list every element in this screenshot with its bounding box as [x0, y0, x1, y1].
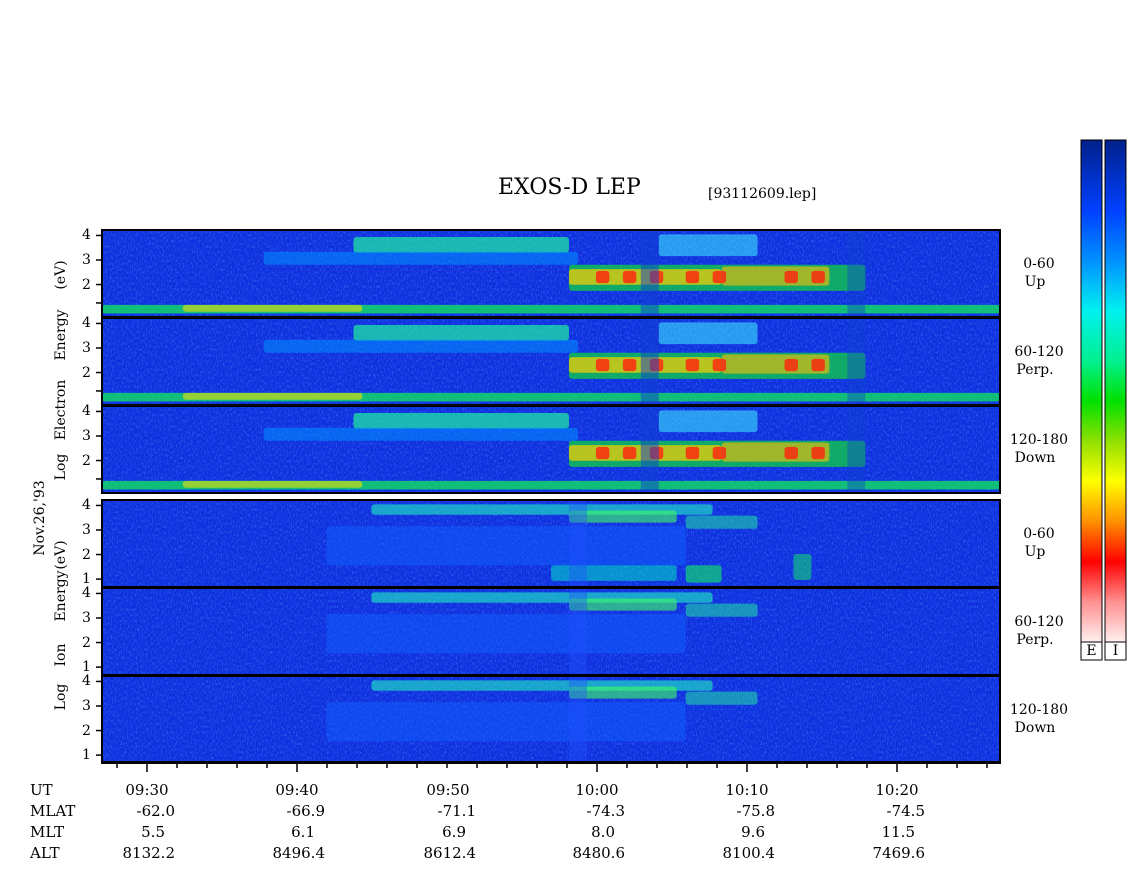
- y-tick-label: 3: [82, 698, 91, 714]
- y-tick-label: 4: [82, 403, 91, 420]
- panel-pitch-label: 120-180: [1009, 431, 1069, 448]
- panel-pitch-label: 0-60: [1023, 255, 1055, 272]
- ephemeris-alt-value: 7469.6: [872, 844, 926, 862]
- ephemeris-alt-value: 8496.4: [272, 844, 326, 862]
- panel-electron-1: [101, 229, 1001, 318]
- x-tick-label: 09:30: [125, 781, 169, 799]
- ephemeris-mlat-value: -66.9: [286, 802, 325, 820]
- panel-ion-2: [101, 587, 1001, 676]
- y-tick-label: 3: [82, 610, 91, 626]
- ephemeris-alt-value: 8480.6: [572, 844, 626, 862]
- ylabel-word: (eV): [53, 540, 69, 570]
- panel-pitch-label: 60-120: [1014, 613, 1064, 630]
- x-tick-label: 09:40: [275, 781, 319, 799]
- panel-ion-3: [101, 675, 1001, 764]
- panel-pitch-label: 120-180: [1009, 701, 1069, 718]
- y-tick-label: 4: [82, 673, 91, 690]
- ephemeris-label-alt: ALT: [30, 844, 60, 862]
- y-tick-label: 1: [82, 571, 91, 588]
- x-tick-label: 09:50: [426, 781, 470, 799]
- panel-direction-label: Up: [1024, 543, 1046, 560]
- y-tick-label: 3: [82, 340, 91, 356]
- y-tick-label: 4: [82, 585, 91, 602]
- panel-ion-1: [101, 499, 1001, 588]
- file-name: [93112609.lep]: [708, 186, 817, 202]
- y-tick-label: 2: [82, 276, 91, 293]
- ephemeris-mlat-value: -62.0: [136, 802, 175, 820]
- colorbar-label: E: [1086, 643, 1097, 659]
- y-tick-label: 4: [82, 497, 91, 514]
- ephemeris-mlat-value: -74.5: [886, 802, 925, 820]
- y-tick-label: 4: [82, 315, 91, 332]
- ephemeris-mlt-value: 9.6: [741, 823, 765, 841]
- y-tick-label: 2: [82, 722, 91, 739]
- y-tick-label: 2: [82, 546, 91, 563]
- y-tick-label: 3: [82, 252, 91, 268]
- ephemeris-mlt-value: 11.5: [881, 823, 915, 841]
- panel-direction-label: Perp.: [1016, 361, 1054, 378]
- ephemeris-label-mlat: MLAT: [30, 802, 76, 820]
- panel-electron-3: [101, 405, 1001, 494]
- ephemeris-mlt-value: 6.1: [291, 823, 315, 841]
- x-tick-label: 10:00: [575, 781, 619, 799]
- ephemeris-alt-value: 8132.2: [122, 844, 176, 862]
- ephemeris-mlat-value: -74.3: [586, 802, 625, 820]
- ylabel-word: (eV): [53, 260, 69, 290]
- ephemeris-label-mlt: MLT: [30, 823, 65, 841]
- panel-electron-2: [101, 317, 1001, 406]
- ephemeris-alt-value: 8612.4: [423, 844, 477, 862]
- y-tick-label: 2: [82, 634, 91, 651]
- panel-direction-label: Perp.: [1016, 631, 1054, 648]
- y-tick-label: 1: [82, 747, 91, 764]
- y-tick-label: 3: [82, 428, 91, 444]
- ephemeris-label-ut: UT: [30, 781, 53, 799]
- colorbar-i: [1104, 139, 1127, 661]
- y-tick-label: 1: [82, 659, 91, 676]
- y-tick-label: 4: [82, 227, 91, 244]
- panel-pitch-label: 0-60: [1023, 525, 1055, 542]
- panel-direction-label: Up: [1024, 273, 1046, 290]
- ephemeris-mlt-value: 5.5: [141, 823, 165, 841]
- x-tick-label: 10:10: [725, 781, 769, 799]
- ephemeris-mlat-value: -71.1: [437, 802, 476, 820]
- panel-pitch-label: 60-120: [1014, 343, 1064, 360]
- ephemeris-mlat-value: -75.8: [736, 802, 775, 820]
- y-tick-label: 3: [82, 522, 91, 538]
- ephemeris-alt-value: 8100.4: [722, 844, 776, 862]
- ephemeris-mlt-value: 6.9: [442, 823, 466, 841]
- ephemeris-mlt-value: 8.0: [591, 823, 615, 841]
- colorbar-label: I: [1112, 643, 1119, 659]
- date-label: Nov.26,'93: [32, 480, 48, 556]
- y-tick-label: 2: [82, 452, 91, 469]
- colorbar-e: [1080, 139, 1103, 661]
- panel-direction-label: Down: [1014, 719, 1056, 736]
- chart-title: EXOS-D LEP: [498, 175, 641, 200]
- x-tick-label: 10:20: [875, 781, 919, 799]
- panel-direction-label: Down: [1014, 449, 1056, 466]
- y-tick-label: 2: [82, 364, 91, 381]
